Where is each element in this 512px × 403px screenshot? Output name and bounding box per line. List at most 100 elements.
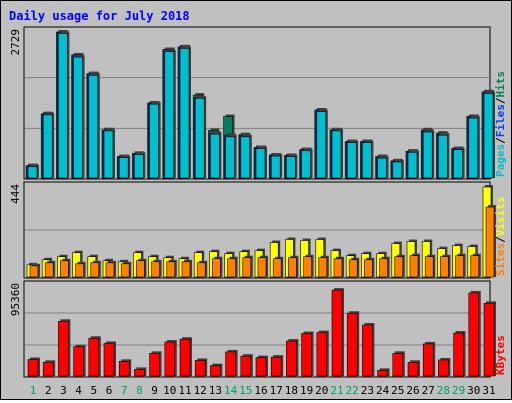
bar-sites-day-12 (196, 260, 208, 278)
bar-pages-day-14 (225, 134, 237, 179)
bar-pages-day-12 (194, 96, 207, 179)
bar-kbytes-day-30 (468, 290, 481, 377)
x-tick-label-day-14: 14 (224, 384, 238, 397)
y-max-label-visits: 444 (9, 184, 22, 204)
bar-kbytes-day-26 (407, 360, 420, 377)
bar-pages-day-3 (58, 31, 70, 179)
bar-kbytes-day-14 (225, 349, 238, 377)
bar-sites-day-26 (409, 253, 420, 278)
x-tick-label-day-1: 1 (30, 384, 37, 397)
bar-kbytes-day-6 (103, 341, 116, 377)
bar-kbytes-day-7 (118, 359, 132, 377)
bar-sites-day-14 (227, 256, 238, 278)
x-tick-label-day-2: 2 (45, 384, 52, 397)
bar-sites-day-13 (212, 256, 223, 278)
y-max-label-kbytes: 95360 (9, 283, 22, 316)
legend-visits: Visits (494, 197, 507, 237)
bar-kbytes-day-28 (438, 357, 451, 377)
x-tick-label-day-16: 16 (254, 384, 267, 397)
x-tick-label-day-26: 26 (406, 384, 419, 397)
bar-kbytes-day-27 (422, 341, 436, 377)
bar-sites-day-23 (364, 257, 375, 278)
bar-kbytes-day-21 (331, 288, 344, 377)
bar-sites-day-29 (455, 253, 466, 278)
legend-files: Files (494, 104, 507, 137)
bar-kbytes-day-15 (240, 354, 253, 377)
bar-kbytes-day-23 (362, 323, 375, 377)
x-tick-label-day-10: 10 (163, 384, 176, 397)
bar-sites-day-22 (348, 257, 360, 278)
x-tick-label-day-24: 24 (376, 384, 390, 397)
x-tick-label-day-12: 12 (194, 384, 207, 397)
bar-sites-day-5 (90, 260, 101, 278)
bar-pages-day-20 (316, 109, 328, 179)
bar-pages-day-10 (164, 49, 176, 179)
bar-pages-day-24 (377, 156, 389, 179)
bar-kbytes-day-11 (179, 337, 192, 377)
x-tick-label-day-25: 25 (391, 384, 404, 397)
bar-kbytes-day-10 (164, 340, 177, 377)
bar-sites-day-7 (120, 261, 132, 278)
x-tick-label-day-18: 18 (285, 384, 298, 397)
svg-text:KBytes: KBytes (494, 335, 507, 375)
bar-sites-day-16 (257, 255, 268, 278)
bar-kbytes-day-5 (88, 336, 101, 377)
bar-kbytes-day-16 (255, 355, 268, 377)
bar-sites-day-19 (303, 254, 314, 278)
bar-sites-day-1 (29, 263, 40, 278)
bar-kbytes-day-20 (316, 330, 329, 377)
x-tick-label-day-8: 8 (136, 384, 143, 397)
x-tick-label-day-6: 6 (106, 384, 113, 397)
bar-sites-day-9 (151, 259, 162, 278)
bar-kbytes-day-22 (346, 311, 360, 377)
x-tick-label-day-20: 20 (315, 384, 328, 397)
bar-kbytes-day-8 (134, 367, 147, 377)
bar-sites-day-24 (379, 256, 390, 278)
bar-pages-day-22 (346, 140, 359, 179)
bar-sites-day-30 (470, 253, 481, 278)
bar-sites-day-11 (181, 259, 192, 278)
bar-sites-day-10 (166, 259, 177, 278)
bar-pages-day-28 (438, 133, 450, 179)
bar-pages-day-21 (331, 128, 343, 179)
svg-text:Sites/Visits: Sites/Visits (494, 197, 507, 277)
bar-pages-day-11 (179, 46, 191, 179)
bar-pages-day-17 (270, 154, 283, 179)
bar-sites-day-20 (318, 255, 329, 278)
x-tick-label-day-21: 21 (330, 384, 343, 397)
bar-pages-day-23 (362, 140, 374, 179)
bar-kbytes-day-2 (42, 360, 56, 377)
bar-sites-day-25 (394, 254, 405, 278)
bar-kbytes-day-25 (392, 351, 405, 377)
x-tick-label-day-11: 11 (178, 384, 191, 397)
bar-sites-day-15 (242, 255, 253, 278)
bar-sites-day-28 (440, 254, 451, 278)
bar-pages-day-16 (255, 146, 267, 179)
bar-kbytes-day-18 (286, 339, 299, 377)
bar-pages-day-4 (73, 55, 85, 179)
bar-kbytes-day-31 (483, 301, 496, 377)
chart-title: Daily usage for July 2018 (9, 9, 190, 23)
x-tick-label-day-31: 31 (482, 384, 495, 397)
legend-sites-visits: Sites/Visits (494, 197, 507, 277)
bar-pages-day-19 (301, 148, 313, 179)
bar-pages-day-13 (210, 132, 222, 179)
x-tick-label-day-23: 23 (361, 384, 374, 397)
bar-kbytes-day-17 (270, 355, 284, 377)
bar-kbytes-day-1 (27, 357, 40, 377)
bar-sites-day-3 (60, 258, 71, 278)
bar-sites-day-18 (288, 255, 299, 278)
x-tick-label-day-9: 9 (151, 384, 158, 397)
x-tick-label-day-17: 17 (270, 384, 283, 397)
bar-pages-day-27 (422, 129, 435, 179)
bar-kbytes-day-24 (377, 368, 390, 377)
bar-kbytes-day-12 (194, 358, 208, 377)
bar-pages-day-29 (453, 147, 465, 179)
bar-sites-day-8 (136, 258, 147, 278)
bar-sites-day-6 (105, 260, 116, 278)
bar-pages-day-30 (468, 116, 480, 179)
bar-pages-day-15 (240, 134, 252, 179)
x-tick-label-day-4: 4 (75, 384, 82, 397)
